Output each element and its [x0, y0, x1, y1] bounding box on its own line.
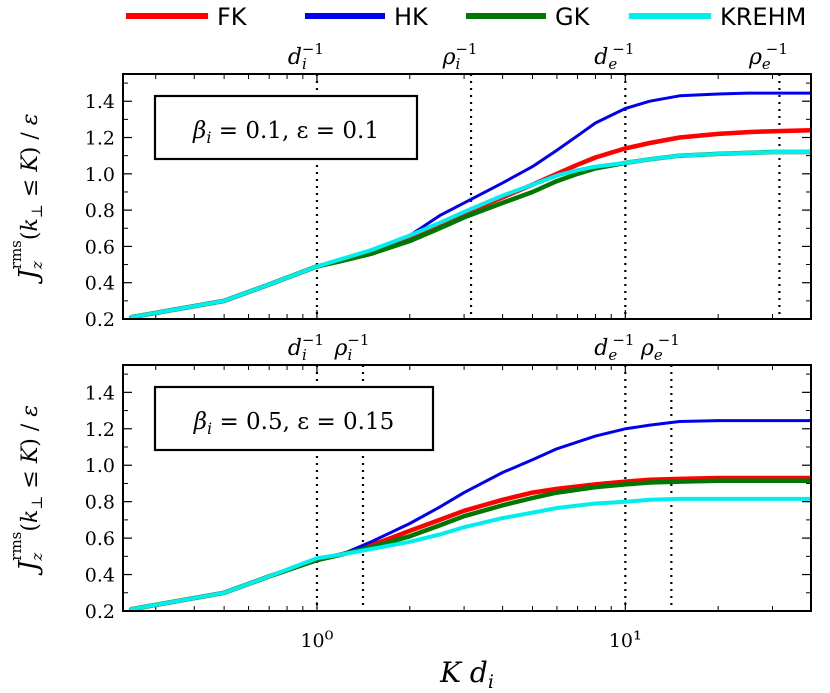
plot-frame	[122, 364, 812, 612]
vline-label: de−1	[594, 40, 634, 72]
x-tick-label: 10¹	[609, 628, 642, 653]
annotation-box	[153, 385, 435, 452]
y-tick-label: 1.4	[85, 91, 115, 113]
vline-label: ρi−1	[442, 40, 478, 72]
panel-top: 0.2 0.4 0.6 0.8 1.0 1.2 1.4 di−1 ρi−1 de−1 ρe−1 βi …	[85, 40, 812, 331]
y-tick-label: 0.6	[85, 528, 115, 550]
series-group	[129, 91, 811, 319]
y-tick-label: 0.4	[85, 273, 115, 295]
y-tick-label: 1.2	[85, 419, 115, 441]
plot-frame	[122, 73, 812, 320]
series-line-krehm	[129, 496, 811, 611]
y-tick-label: 0.8	[85, 492, 115, 514]
legend: FK HK GK KREHM	[126, 3, 806, 31]
y-tick-label: 1.0	[85, 455, 115, 477]
legend-label-gk: GK	[555, 3, 591, 31]
y-tick-label: 1.2	[85, 128, 115, 150]
series-line-krehm	[129, 150, 811, 319]
vline-label: di−1	[288, 331, 324, 363]
y-axis-label: Jzrms(k⊥ ≤ K) / ε	[7, 113, 46, 284]
annotation-text: βi = 0.5, ε = 0.15	[193, 409, 395, 438]
y-tick-label: 0.6	[85, 236, 115, 258]
y-tick-label: 0.2	[85, 309, 115, 331]
y-tick-label: 1.4	[85, 382, 115, 404]
y-tick-label: 1.0	[85, 164, 115, 186]
panel-bottom: 0.2 0.4 0.6 0.8 1.0 1.2 1.4 di−1 ρi−1 de−1 ρe−1 βi …	[85, 331, 812, 623]
axis-labels: 10⁰ 10¹ K di Jzrms(k⊥ ≤ K) / ε Jzrms(k⊥ ≤ K)…	[7, 113, 642, 692]
vline-label: de−1	[594, 331, 634, 363]
vline-label: di−1	[288, 40, 324, 72]
annotation-box	[153, 94, 419, 161]
vline-label: ρe−1	[748, 40, 788, 72]
x-tick-label: 10⁰	[300, 628, 333, 653]
x-axis-label: K di	[439, 656, 494, 693]
y-tick-label: 0.8	[85, 200, 115, 222]
vline-label: ρi−1	[334, 331, 370, 363]
legend-label-fk: FK	[217, 3, 248, 31]
y-tick-label: 0.2	[85, 601, 115, 623]
series-group	[129, 419, 811, 611]
legend-label-hk: HK	[394, 3, 429, 31]
y-tick-label: 0.4	[85, 565, 115, 587]
annotation-text: βi = 0.1, ε = 0.1	[192, 118, 379, 147]
vline-label: ρe−1	[640, 331, 680, 363]
legend-label-krehm: KREHM	[720, 3, 806, 31]
y-axis-label: Jzrms(k⊥ ≤ K) / ε	[7, 405, 46, 576]
